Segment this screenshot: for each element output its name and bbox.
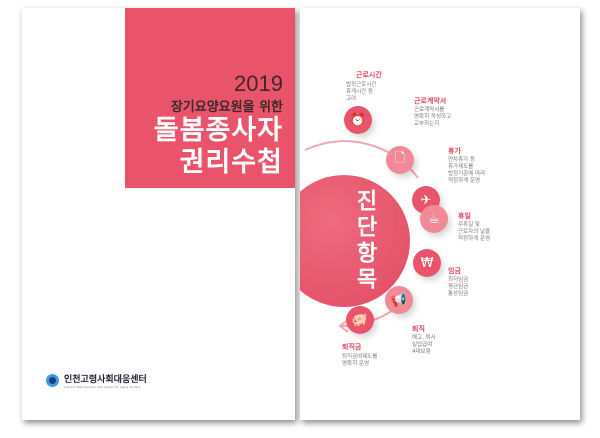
year: 2019: [234, 71, 283, 96]
inner-page: 진단항목 ⏰ 근로시간 법정근로시간 휴게시간 등 고려 🗋 근로계약서 근로계약서…: [300, 8, 580, 420]
item-label: 퇴직: [412, 325, 425, 333]
item-label: 퇴직금: [342, 343, 362, 351]
org-logo: 인천고령사회대응센터 Incheon Metropolitan City Cen…: [46, 372, 147, 389]
item-label: 휴일: [458, 212, 471, 220]
item-label: 임금: [448, 267, 461, 275]
coffee-cup-icon: ☕: [420, 205, 448, 233]
item-label: 근로시간: [356, 71, 382, 79]
title-line-2: 권리수첩: [179, 147, 283, 178]
item-desc: 근로계약서를 명확히 작성하고 교부하는지: [414, 107, 452, 127]
item-desc: 연차휴가 등 휴가제도를 법정기준에 따라 적정하게 운영: [448, 157, 486, 184]
won-coin-icon: ₩: [413, 249, 441, 277]
center-circle: 진단항목: [300, 175, 410, 307]
item-desc: 해고, 퇴사 실업급여 4대보험: [412, 335, 436, 355]
item-label: 근로계약서: [414, 97, 447, 105]
org-name-en: Incheon Metropolitan City Center for Agi…: [64, 385, 141, 389]
item-desc: 최저임금 평균임금 통상임금: [448, 277, 469, 297]
center-title: 진단항목: [352, 189, 377, 293]
title-line-1: 돌봄종사자: [153, 115, 283, 146]
front-cover: 2019 장기요양요원을 위한 돌봄종사자 권리수첩 인천고령사회대응센터 In…: [22, 8, 295, 420]
alarm-clock-icon: ⏰: [344, 106, 372, 134]
piggy-bank-icon: 🐖: [346, 306, 374, 334]
item-desc: 법정근로시간 휴게시간 등 고려: [346, 82, 377, 102]
item-desc: 주휴일 및 근로자의 날을 적정하게 운영: [458, 222, 491, 242]
item-desc: 퇴직금여제도를 명확히 운영: [342, 354, 378, 367]
subtitle: 장기요양요원을 위한: [170, 100, 283, 115]
logo-mark-icon: [46, 374, 59, 387]
document-icon: 🗋: [386, 146, 414, 174]
org-name: 인천고령사회대응센터: [64, 375, 147, 385]
megaphone-icon: 📢: [385, 286, 413, 314]
title-block: 2019 장기요양요원을 위한 돌봄종사자 권리수첩: [125, 8, 295, 188]
item-label: 휴가: [448, 147, 461, 155]
